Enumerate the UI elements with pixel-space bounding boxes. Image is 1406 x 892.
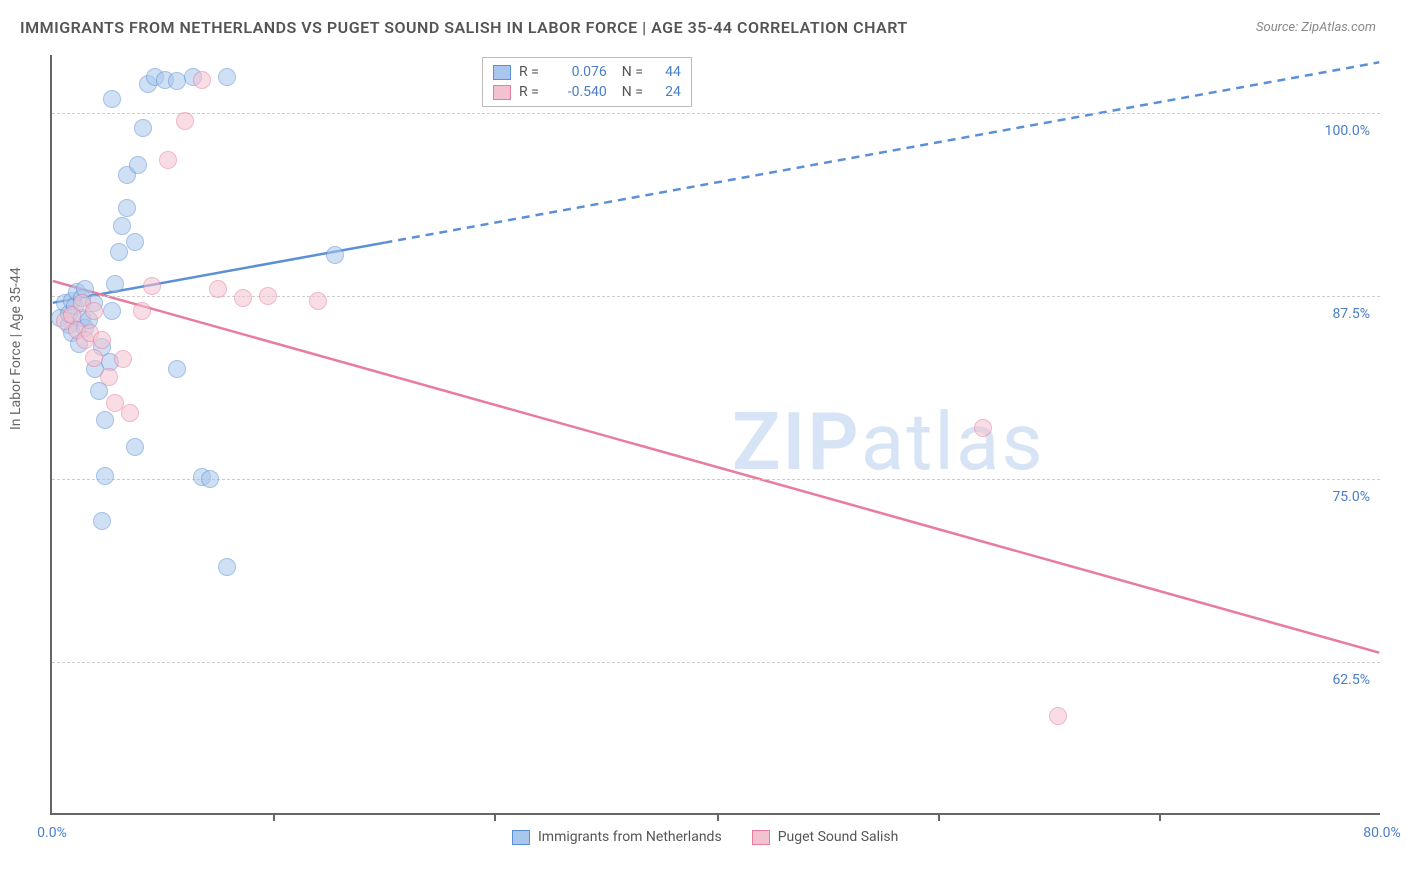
scatter-point <box>114 350 132 368</box>
legend-swatch <box>752 830 770 845</box>
source-attribution: Source: ZipAtlas.com <box>1256 20 1376 35</box>
scatter-point <box>110 243 128 261</box>
scatter-point <box>234 289 252 307</box>
x-tick-mark <box>494 813 496 821</box>
scatter-point <box>103 302 121 320</box>
legend-n-label: N = <box>615 84 643 100</box>
scatter-point <box>159 151 177 169</box>
series-legend: Immigrants from Netherlands Puget Sound S… <box>512 829 898 845</box>
scatter-point <box>96 467 114 485</box>
scatter-point <box>121 404 139 422</box>
scatter-point <box>309 292 327 310</box>
x-tick-label: 80.0% <box>1363 825 1401 841</box>
scatter-point <box>103 90 121 108</box>
scatter-point <box>974 419 992 437</box>
legend-swatch <box>512 830 530 845</box>
scatter-point <box>100 368 118 386</box>
legend-r-value: -0.540 <box>547 84 607 100</box>
legend-n-value: 44 <box>651 64 681 80</box>
scatter-point <box>113 217 131 235</box>
correlation-legend: R = 0.076 N = 44 R = -0.540 N = 24 <box>482 57 692 107</box>
scatter-point <box>326 246 344 264</box>
scatter-point <box>129 156 147 174</box>
legend-r-label: R = <box>519 84 539 100</box>
scatter-point <box>126 438 144 456</box>
y-tick-label: 62.5% <box>1290 672 1370 688</box>
legend-r-value: 0.076 <box>547 64 607 80</box>
scatter-point <box>143 277 161 295</box>
chart-title: IMMIGRANTS FROM NETHERLANDS VS PUGET SOU… <box>20 18 908 37</box>
x-tick-mark <box>273 813 275 821</box>
x-tick-mark <box>938 813 940 821</box>
scatter-point <box>93 331 111 349</box>
scatter-point <box>96 411 114 429</box>
scatter-point <box>193 71 211 89</box>
plot-area: ZIPatlas R =0.076 N =44R =-0.540 N =24 I… <box>50 55 1380 815</box>
scatter-point <box>134 119 152 137</box>
scatter-point <box>218 68 236 86</box>
watermark-zip: ZIP <box>732 395 861 489</box>
gridline-h <box>52 113 1380 114</box>
scatter-point <box>106 275 124 293</box>
legend-series-name: Puget Sound Salish <box>778 829 899 845</box>
scatter-point <box>201 470 219 488</box>
legend-n-label: N = <box>615 64 643 80</box>
legend-n-value: 24 <box>651 84 681 100</box>
legend-series-name: Immigrants from Netherlands <box>538 829 722 845</box>
scatter-point <box>118 199 136 217</box>
x-tick-label: 0.0% <box>37 825 67 841</box>
scatter-point <box>85 302 103 320</box>
scatter-point <box>1049 707 1067 725</box>
scatter-point <box>93 512 111 530</box>
watermark: ZIPatlas <box>732 395 1045 489</box>
scatter-point <box>209 280 227 298</box>
legend-series-item: Immigrants from Netherlands <box>512 829 722 845</box>
scatter-point <box>176 112 194 130</box>
x-tick-mark <box>717 813 719 821</box>
gridline-h <box>52 479 1380 480</box>
legend-r-label: R = <box>519 64 539 80</box>
y-tick-label: 87.5% <box>1290 306 1370 322</box>
watermark-atlas: atlas <box>861 395 1045 489</box>
trend-line-solid <box>53 281 1380 653</box>
scatter-point <box>85 349 103 367</box>
trend-lines-layer <box>52 55 1380 813</box>
scatter-point <box>218 558 236 576</box>
y-axis-label: In Labor Force | Age 35-44 <box>8 267 24 430</box>
scatter-point <box>168 72 186 90</box>
legend-series-item: Puget Sound Salish <box>752 829 899 845</box>
scatter-point <box>168 360 186 378</box>
scatter-point <box>133 302 151 320</box>
scatter-point <box>126 233 144 251</box>
y-tick-label: 100.0% <box>1290 123 1370 139</box>
scatter-point <box>259 287 277 305</box>
y-tick-label: 75.0% <box>1290 489 1370 505</box>
legend-stat-row: R = -0.540 N = 24 <box>493 82 681 102</box>
legend-stat-row: R = 0.076 N = 44 <box>493 62 681 82</box>
legend-swatch <box>493 85 511 100</box>
legend-swatch <box>493 65 511 80</box>
x-tick-mark <box>1159 813 1161 821</box>
gridline-h <box>52 662 1380 663</box>
